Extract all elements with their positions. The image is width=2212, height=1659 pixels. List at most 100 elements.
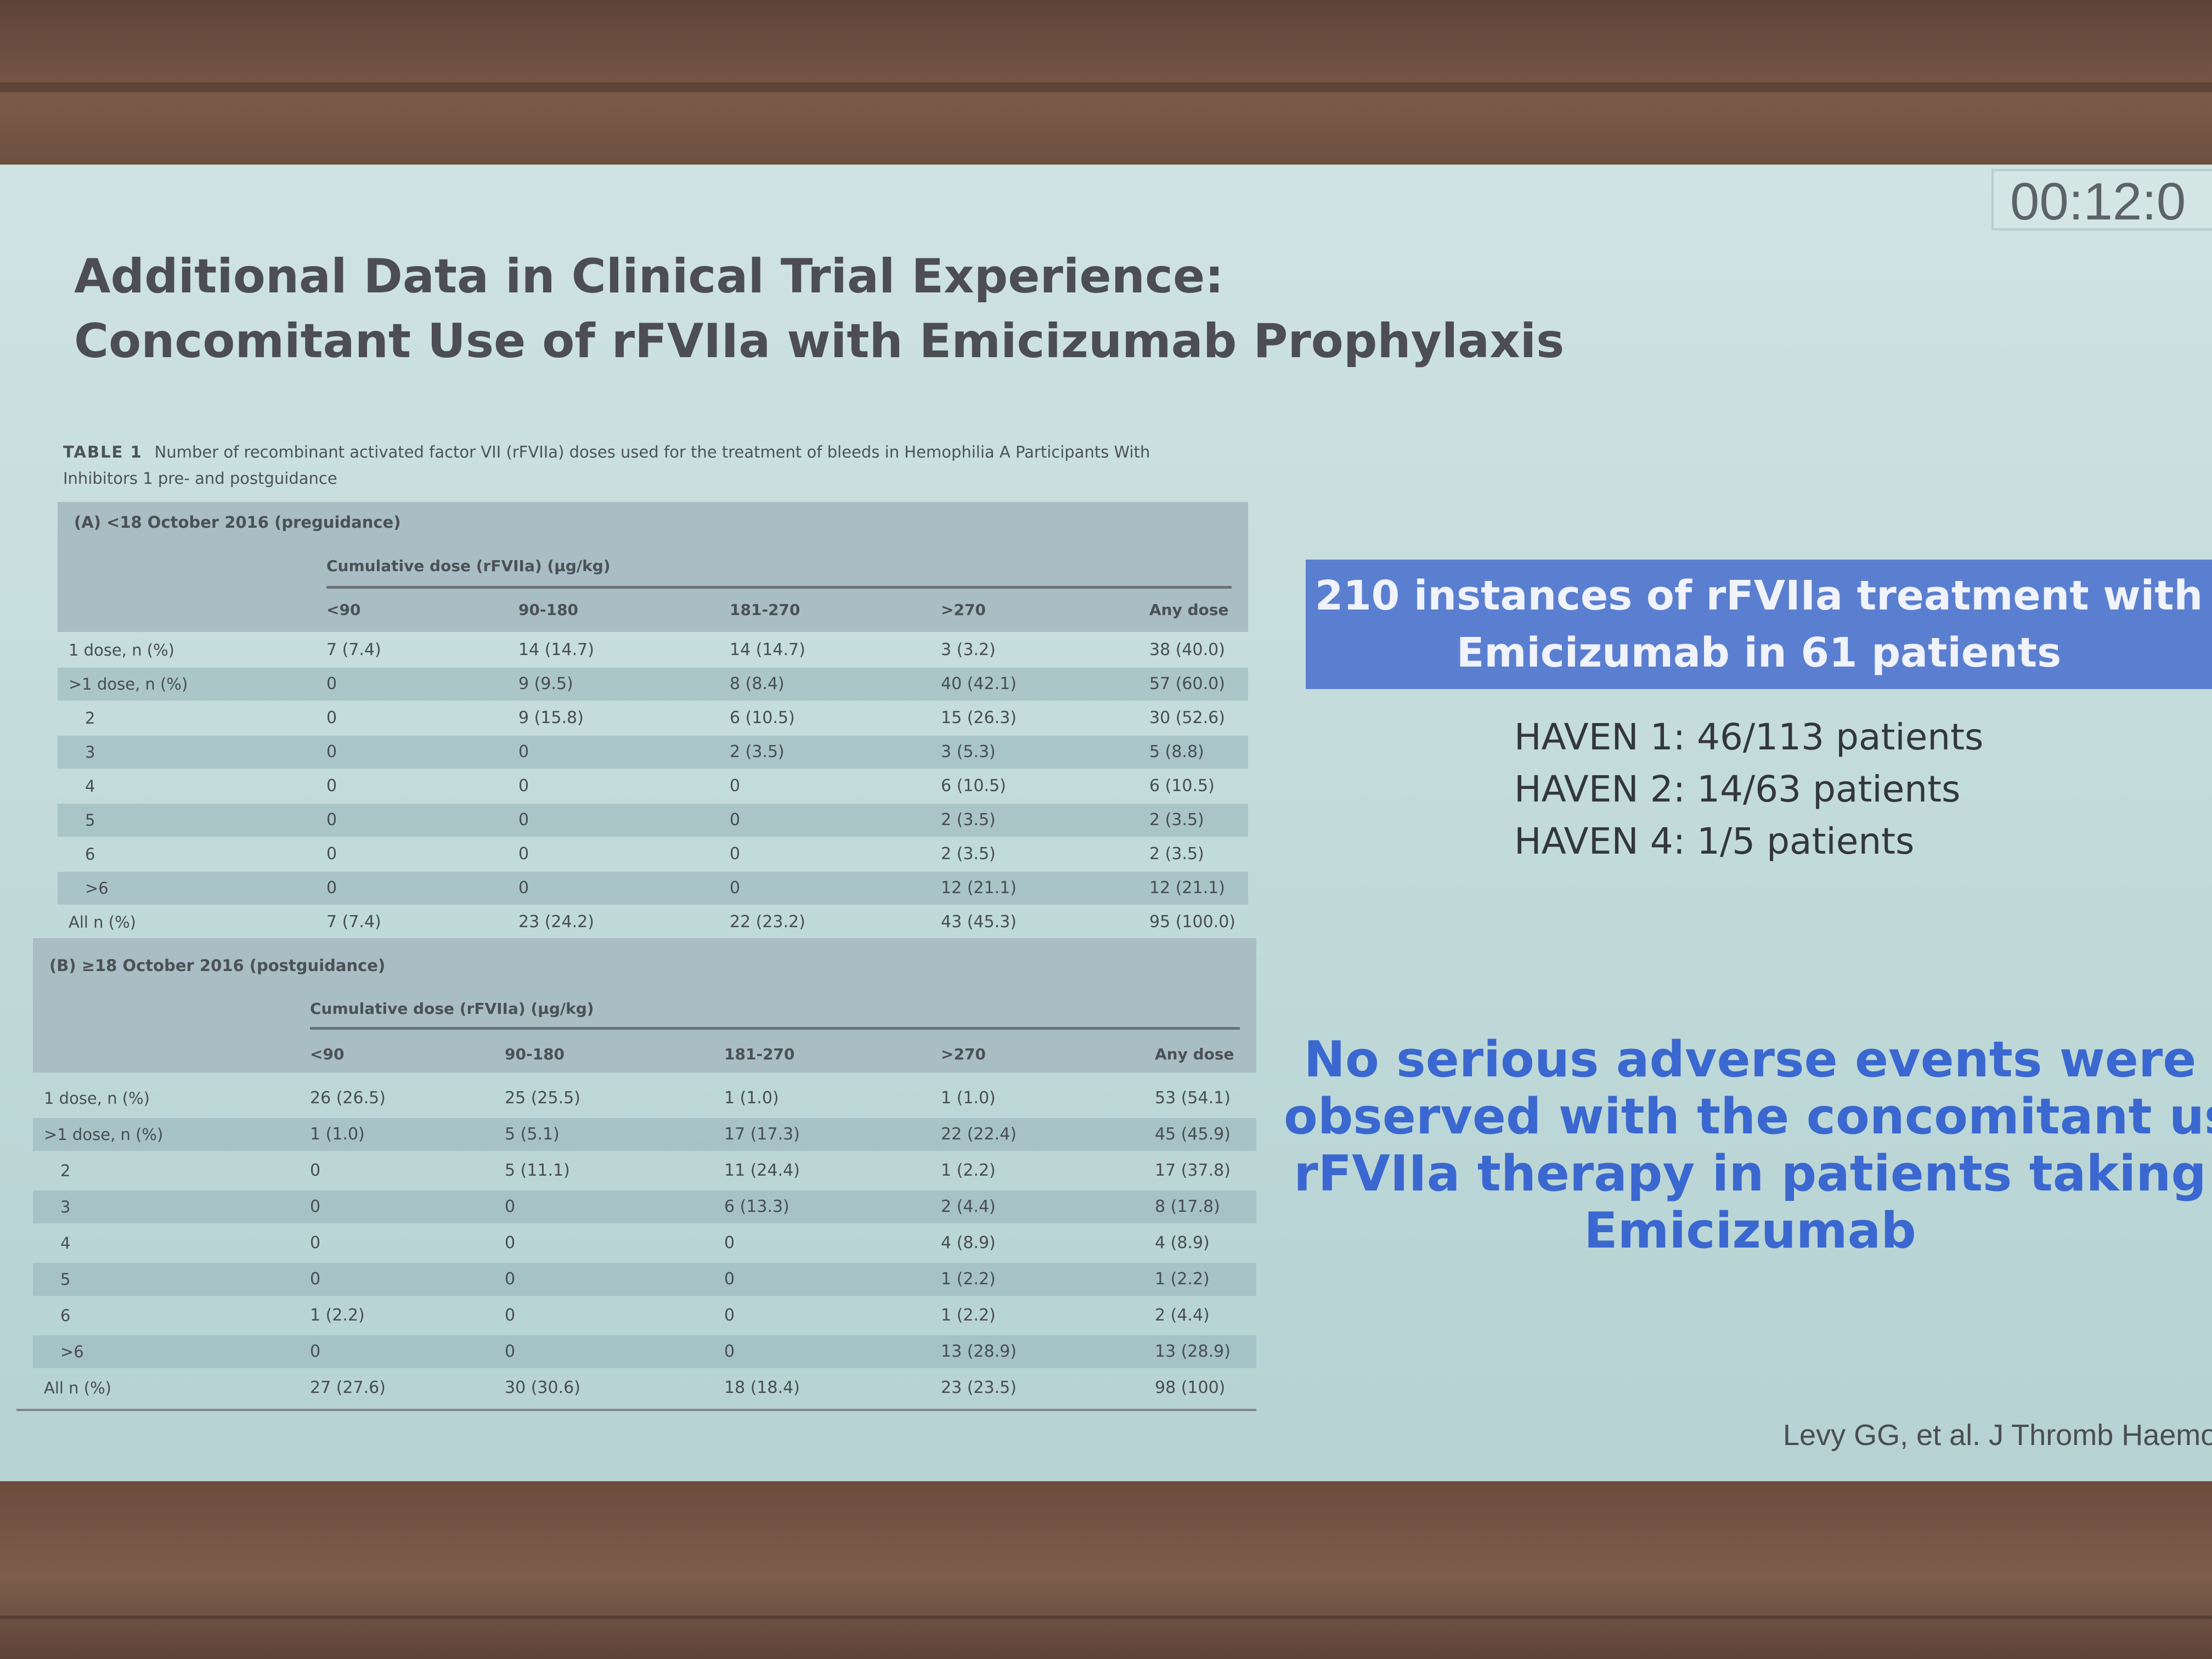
table-caption-text: Number of recombinant activated factor V… <box>154 443 1150 461</box>
table-cell: 6 (10.5) <box>1149 776 1215 795</box>
row-label: 2 <box>60 1161 71 1180</box>
table-cell: 0 <box>310 1233 321 1252</box>
haven-1-line: HAVEN 1: 46/113 patients <box>1514 716 1984 758</box>
column-header: <90 <box>310 1045 345 1063</box>
table-cell: 0 <box>505 1269 516 1289</box>
table-cell: 22 (22.4) <box>941 1125 1017 1144</box>
table-cell: 4 (8.9) <box>1155 1233 1210 1252</box>
column-header: <90 <box>326 601 361 619</box>
row-label: 6 <box>85 845 95 864</box>
table-cell: 30 (30.6) <box>505 1378 580 1397</box>
header-rule <box>326 586 1232 589</box>
table-bottom-rule <box>16 1409 1256 1411</box>
table-cell: 7 (7.4) <box>326 912 381 932</box>
table-row: 2 0 5 (11.1) 11 (24.4) 1 (2.2) 17 (37.8) <box>33 1154 1256 1187</box>
table-cell: 3 (5.3) <box>941 742 996 761</box>
table-cell: 2 (4.4) <box>1155 1306 1210 1325</box>
table-cell: 5 (11.1) <box>505 1161 570 1180</box>
table-cell: 45 (45.9) <box>1155 1125 1231 1144</box>
slide-title: Additional Data in Clinical Trial Experi… <box>74 244 1775 374</box>
table-cell: 1 (2.2) <box>941 1306 996 1325</box>
table-cell: 0 <box>326 776 337 795</box>
table-row: All n (%) 27 (27.6) 30 (30.6) 18 (18.4) 23 (… <box>33 1372 1256 1404</box>
column-header: Any dose <box>1149 601 1229 619</box>
table-cell: 0 <box>730 776 741 795</box>
table-cell: 0 <box>730 878 741 898</box>
row-label: 5 <box>85 811 95 830</box>
table-cell: 0 <box>724 1233 735 1252</box>
statement-line-1: No serious adverse events were <box>1304 1031 2197 1088</box>
table-cell: 2 (3.5) <box>1149 810 1204 830</box>
table-section-title: (A) <18 October 2016 (preguidance) <box>74 513 401 532</box>
table-cell: 1 (2.2) <box>1155 1269 1210 1289</box>
table-cell: 30 (52.6) <box>1149 708 1225 727</box>
table-cell: 9 (9.5) <box>518 674 573 693</box>
table-cell: 5 (5.1) <box>505 1125 560 1144</box>
table-cell: 6 (10.5) <box>941 776 1006 795</box>
presentation-timer: 00:12:0 <box>1991 169 2212 230</box>
summary-banner-line-2: Emicizumab in 61 patients <box>1456 629 2062 676</box>
column-header: >270 <box>941 601 986 619</box>
table-row: >6 0 0 0 13 (28.9) 13 (28.9) <box>33 1335 1256 1368</box>
row-label: >6 <box>60 1342 84 1361</box>
table-cell: 26 (26.5) <box>310 1088 386 1108</box>
table-cell: 57 (60.0) <box>1149 674 1225 693</box>
table-row: 5 0 0 0 1 (2.2) 1 (2.2) <box>33 1263 1256 1296</box>
table-cell: 1 (2.2) <box>310 1306 365 1325</box>
row-label: >1 dose, n (%) <box>69 675 188 693</box>
cumulative-dose-header: Cumulative dose (rFVIIa) (µg/kg) <box>326 557 611 575</box>
wall-ledge <box>0 82 2212 92</box>
table-cell: 0 <box>730 810 741 830</box>
table-cell: 17 (17.3) <box>724 1125 800 1144</box>
table-cell: 12 (21.1) <box>941 878 1017 898</box>
table-cell: 0 <box>505 1342 516 1361</box>
no-serious-adverse-events-statement: No serious adverse events were observed … <box>1284 1031 2212 1260</box>
reference-citation: Levy GG, et al. J Thromb Haemo <box>1783 1419 2212 1452</box>
statement-line-2: observed with the concomitant use <box>1284 1088 2212 1146</box>
row-label: 1 dose, n (%) <box>69 641 174 659</box>
table-cell: 0 <box>326 708 337 727</box>
row-label: 4 <box>60 1234 71 1252</box>
table-cell: 22 (23.2) <box>730 912 805 932</box>
column-header: 181-270 <box>724 1045 795 1063</box>
table-row: >6 0 0 0 12 (21.1) 12 (21.1) <box>58 872 1248 905</box>
table-cell: 2 (3.5) <box>730 742 785 761</box>
table-cell: 1 (2.2) <box>941 1269 996 1289</box>
table-row: 6 0 0 0 2 (3.5) 2 (3.5) <box>58 838 1248 871</box>
table-cell: 1 (1.0) <box>724 1088 779 1108</box>
table-row: 3 0 0 6 (13.3) 2 (4.4) 8 (17.8) <box>33 1190 1256 1223</box>
table-caption: TABLE 1 Number of recombinant activated f… <box>63 439 1248 492</box>
table-cell: 4 (8.9) <box>941 1233 996 1252</box>
column-header: 181-270 <box>730 601 800 619</box>
table-cell: 0 <box>518 810 529 830</box>
table-cell: 38 (40.0) <box>1149 640 1225 659</box>
table-cell: 0 <box>724 1306 735 1325</box>
table-cell: 1 (1.0) <box>941 1088 996 1108</box>
table-cell: 1 (2.2) <box>941 1161 996 1180</box>
column-header: >270 <box>941 1045 986 1063</box>
row-label: 6 <box>60 1306 71 1325</box>
table-cell: 13 (28.9) <box>1155 1342 1231 1361</box>
table-row: >1 dose, n (%) 0 9 (9.5) 8 (8.4) 40 (42.1) 57… <box>58 668 1248 701</box>
statement-line-4: Emicizumab <box>1584 1202 1916 1260</box>
table-cell: 0 <box>326 878 337 898</box>
table-cell: 14 (14.7) <box>730 640 805 659</box>
table-cell: 53 (54.1) <box>1155 1088 1231 1108</box>
table-caption-text-2: Inhibitors 1 pre- and postguidance <box>63 469 337 488</box>
table-row: 1 dose, n (%) 7 (7.4) 14 (14.7) 14 (14.7) 3 … <box>58 634 1248 667</box>
table-cell: 6 (13.3) <box>724 1197 789 1216</box>
row-label: >6 <box>85 879 109 898</box>
row-label: All n (%) <box>69 913 136 932</box>
slide-title-line-2: Concomitant Use of rFVIIa with Emicizuma… <box>74 314 1565 369</box>
slide-title-line-1: Additional Data in Clinical Trial Experi… <box>74 249 1224 304</box>
wall-below-screen <box>0 1476 2212 1659</box>
table-cell: 2 (4.4) <box>941 1197 996 1216</box>
table-cell: 14 (14.7) <box>518 640 594 659</box>
table-row: 3 0 0 2 (3.5) 3 (5.3) 5 (8.8) <box>58 736 1248 769</box>
table-cell: 3 (3.2) <box>941 640 996 659</box>
haven-4-line: HAVEN 4: 1/5 patients <box>1514 820 1915 862</box>
table-cell: 0 <box>724 1342 735 1361</box>
table-row: 4 0 0 0 6 (10.5) 6 (10.5) <box>58 770 1248 803</box>
table-cell: 2 (3.5) <box>1149 844 1204 864</box>
table-cell: 2 (3.5) <box>941 810 996 830</box>
